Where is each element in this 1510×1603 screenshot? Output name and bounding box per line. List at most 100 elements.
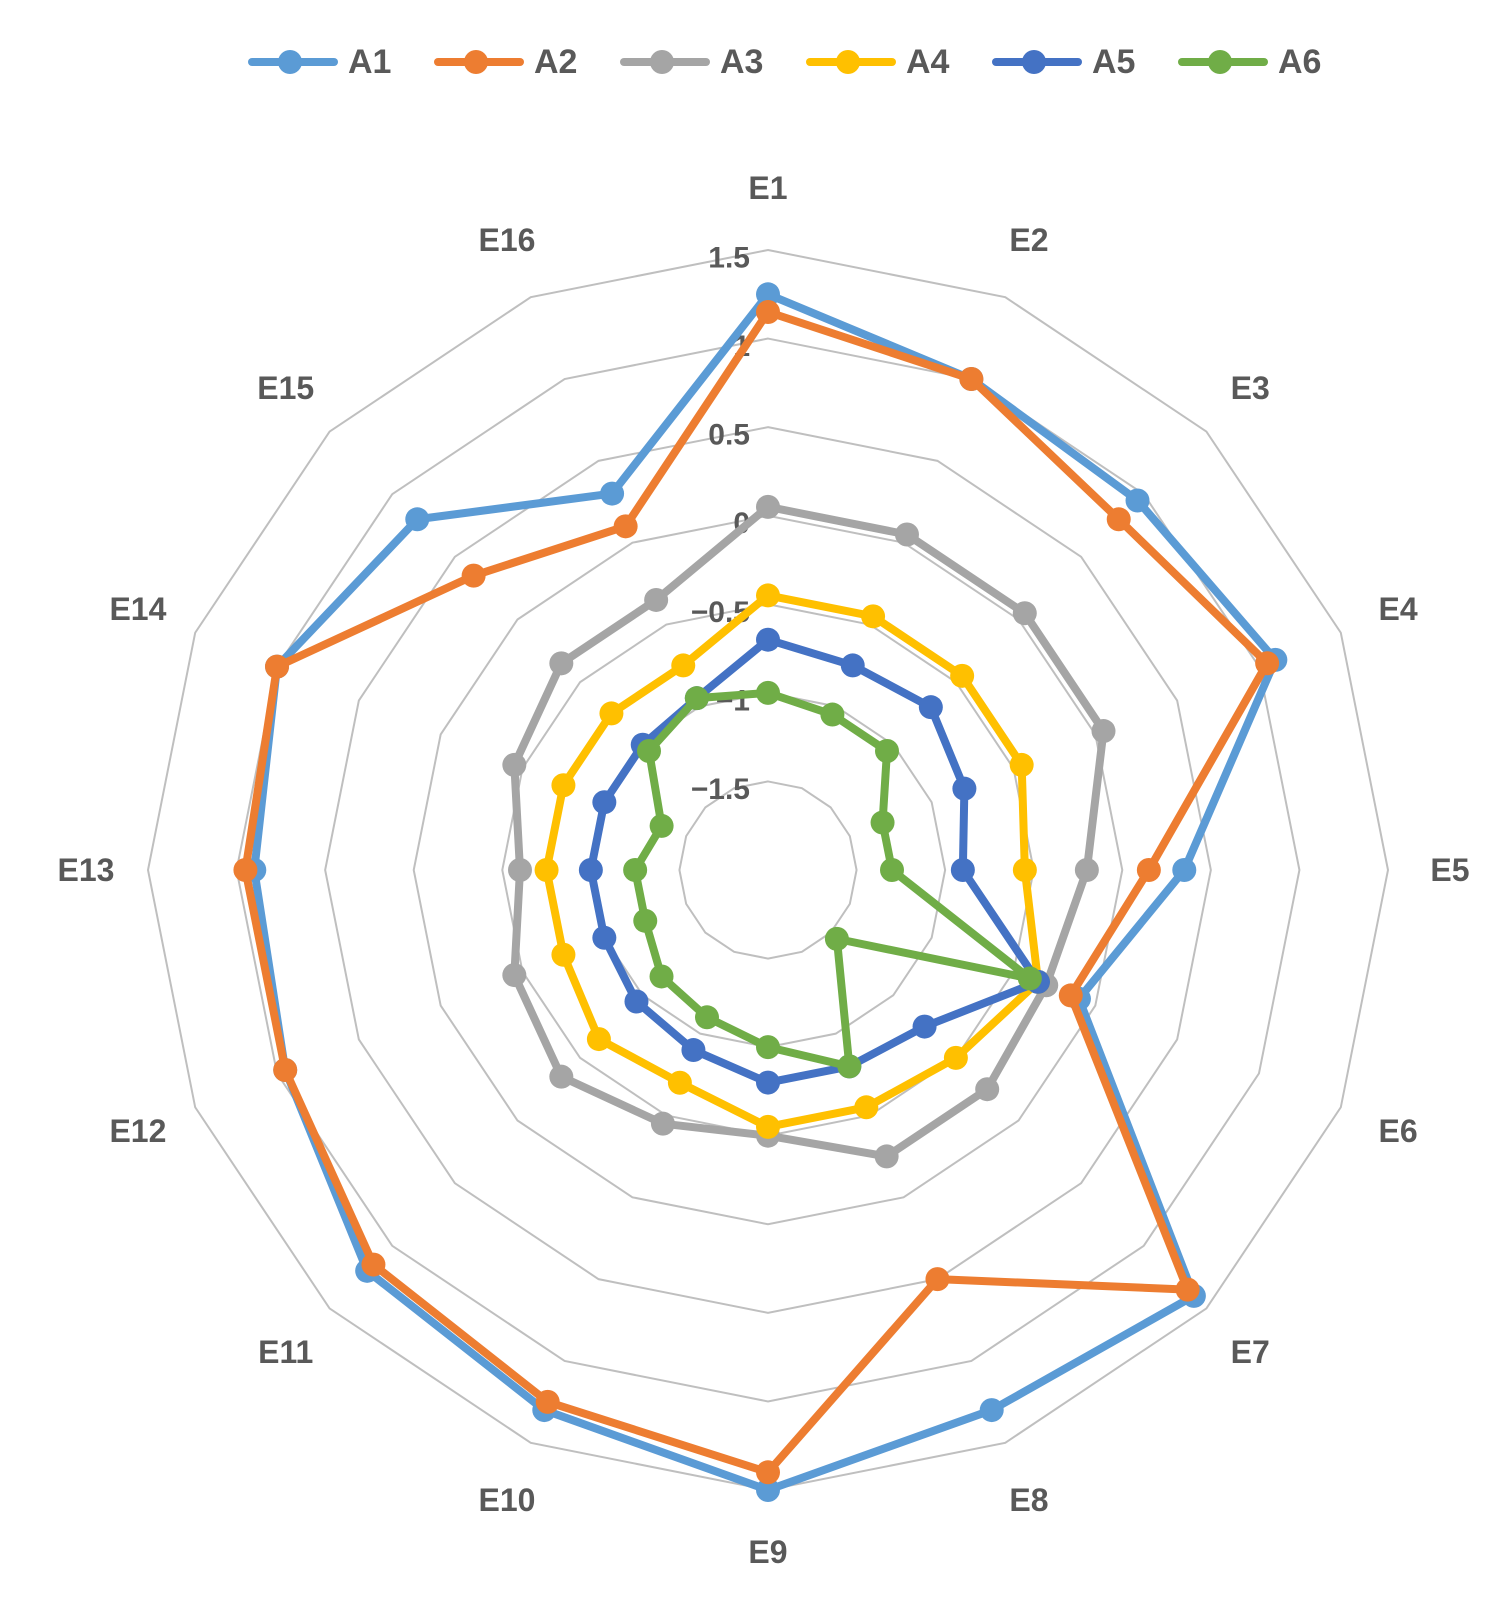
- legend-line-marker: [434, 50, 524, 74]
- legend-dot-marker: [1022, 50, 1046, 74]
- data-point: [854, 1095, 879, 1120]
- data-point: [756, 282, 780, 307]
- data-point: [1017, 966, 1042, 991]
- data-point: [551, 942, 576, 967]
- data-point: [756, 680, 780, 705]
- data-point: [361, 1252, 386, 1277]
- category-label: E6: [1379, 1113, 1418, 1149]
- data-point: [637, 739, 662, 764]
- data-point: [623, 858, 648, 882]
- legend-item: A1: [248, 32, 391, 92]
- data-point: [979, 1398, 1004, 1423]
- data-point: [894, 522, 919, 547]
- data-point: [950, 663, 975, 688]
- data-point: [1136, 858, 1161, 882]
- data-point: [624, 989, 649, 1014]
- data-point: [681, 1038, 706, 1063]
- data-point: [535, 1389, 560, 1414]
- category-label: E10: [479, 1482, 536, 1518]
- data-point: [671, 653, 696, 678]
- legend-label: A2: [534, 42, 578, 81]
- data-point: [837, 1054, 862, 1079]
- data-point: [756, 1478, 780, 1502]
- data-point: [599, 701, 624, 726]
- data-point: [756, 627, 780, 652]
- data-point: [644, 587, 669, 612]
- data-point: [667, 1070, 692, 1095]
- data-point: [613, 514, 638, 539]
- tick-label: −0.5: [691, 596, 750, 629]
- data-point: [684, 686, 709, 711]
- data-point: [1058, 983, 1083, 1008]
- data-point: [508, 858, 532, 882]
- data-point: [820, 702, 845, 727]
- series-A2: [233, 300, 1280, 1485]
- data-point: [861, 604, 886, 629]
- category-label: E16: [479, 222, 536, 258]
- category-label: E12: [109, 1113, 166, 1149]
- legend-item: A5: [992, 32, 1135, 92]
- data-point: [840, 653, 865, 678]
- data-point: [975, 1077, 1000, 1102]
- data-point: [592, 790, 617, 815]
- tick-label: 0.5: [708, 419, 750, 452]
- data-point: [874, 1144, 899, 1169]
- legend-line-marker: [806, 50, 896, 74]
- legend-line-marker: [1178, 50, 1268, 74]
- data-point: [756, 1070, 780, 1095]
- category-label: E15: [257, 370, 314, 406]
- category-label: E8: [1009, 1482, 1048, 1518]
- data-point: [1012, 601, 1037, 626]
- data-point: [925, 1267, 950, 1292]
- legend-item: A2: [434, 32, 577, 92]
- series-A6: [623, 680, 1042, 1079]
- data-point: [912, 1014, 937, 1039]
- category-label: E9: [748, 1534, 787, 1570]
- legend-line-marker: [620, 50, 710, 74]
- data-point: [592, 925, 617, 950]
- series-line: [250, 290, 1280, 1494]
- data-point: [405, 507, 430, 532]
- data-point: [1255, 651, 1280, 676]
- data-point: [870, 810, 895, 835]
- data-point: [265, 654, 290, 679]
- data-point: [586, 1027, 611, 1052]
- data-point: [551, 773, 576, 798]
- data-point: [880, 858, 904, 882]
- data-point: [756, 494, 780, 519]
- legend-dot-marker: [464, 50, 488, 74]
- legend: A1 A2 A3 A4 A5 A6: [0, 32, 1510, 92]
- data-point: [273, 1057, 298, 1082]
- legend-dot-marker: [278, 50, 302, 74]
- legend-label: A1: [348, 42, 392, 81]
- data-point: [1106, 507, 1131, 532]
- legend-dot-marker: [650, 50, 674, 74]
- data-point: [756, 1035, 780, 1060]
- data-point: [1012, 858, 1037, 882]
- grid-ring: [324, 426, 1212, 1314]
- data-point: [1091, 719, 1116, 744]
- legend-dot-marker: [1208, 50, 1232, 74]
- data-point: [756, 1114, 780, 1139]
- category-label: E4: [1379, 591, 1418, 627]
- data-point: [694, 1005, 719, 1030]
- legend-item: A4: [806, 32, 949, 92]
- data-point: [600, 481, 625, 506]
- category-label: E14: [109, 591, 166, 627]
- legend-dot-marker: [836, 50, 860, 74]
- category-label: E11: [258, 1334, 313, 1370]
- category-label: E5: [1430, 852, 1469, 888]
- category-label: E7: [1231, 1334, 1270, 1370]
- data-point: [549, 1064, 574, 1089]
- data-point: [633, 908, 658, 933]
- data-point: [1175, 1277, 1200, 1302]
- data-point: [650, 1111, 675, 1136]
- data-point: [756, 583, 780, 608]
- data-point: [959, 367, 984, 392]
- legend-label: A5: [1092, 42, 1136, 81]
- grid-ring: [678, 780, 858, 960]
- legend-label: A3: [720, 42, 764, 81]
- category-label: E13: [58, 852, 115, 888]
- data-point: [1172, 858, 1197, 882]
